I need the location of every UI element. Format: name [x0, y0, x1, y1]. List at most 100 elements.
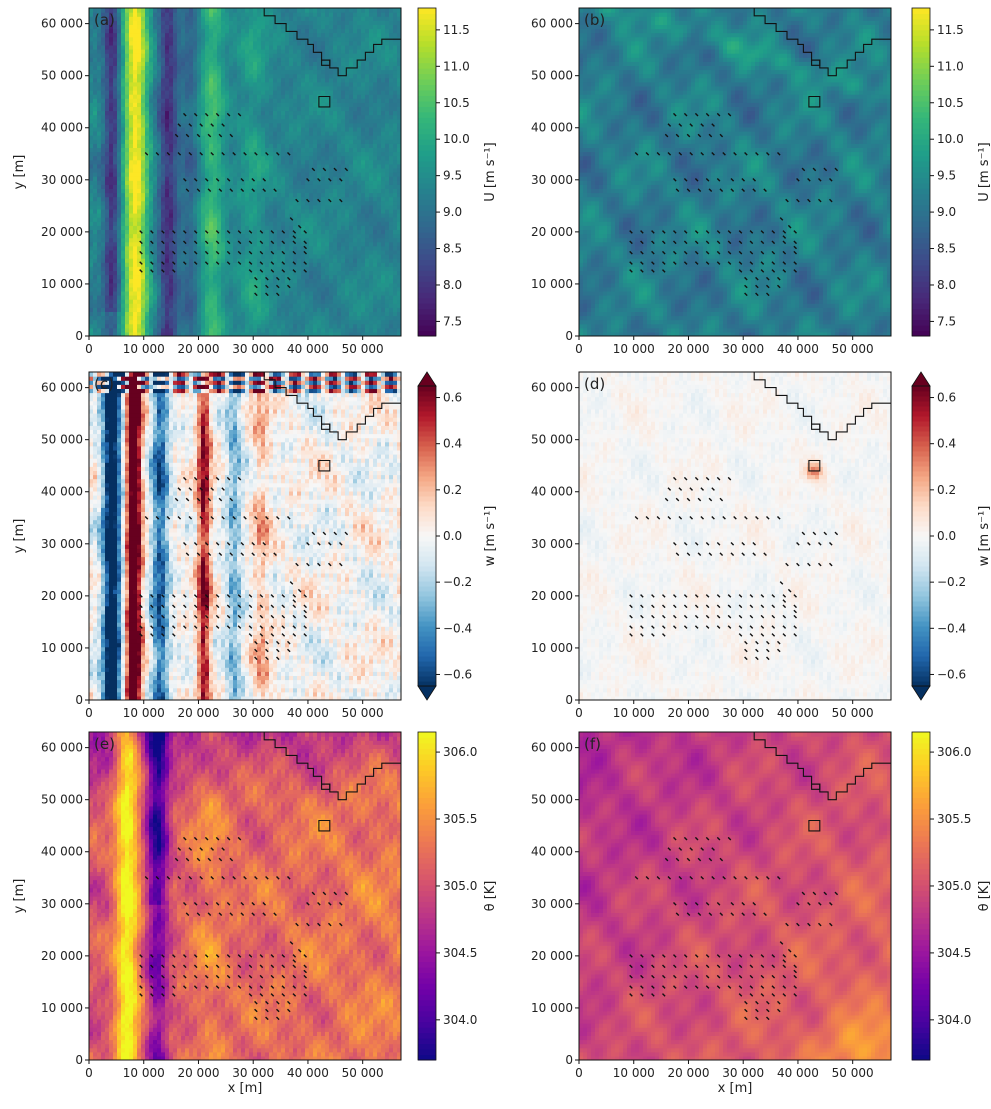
heatmap-cell — [277, 217, 282, 222]
heatmap-cell — [169, 213, 174, 218]
heatmap-cell — [269, 283, 274, 288]
heatmap-cell — [181, 12, 186, 17]
heatmap-cell — [297, 316, 302, 321]
heatmap-cell — [165, 147, 170, 152]
heatmap-cell — [141, 98, 146, 103]
heatmap-cell — [225, 20, 230, 25]
heatmap-cell — [169, 143, 174, 148]
heatmap-cell — [109, 270, 114, 275]
heatmap-cell — [117, 275, 122, 280]
heatmap-cell — [205, 29, 210, 34]
heatmap-cell — [165, 262, 170, 267]
heatmap-cell — [285, 90, 290, 95]
heatmap-cell — [113, 147, 118, 152]
heatmap-cell — [333, 324, 338, 329]
heatmap-cell — [105, 164, 110, 169]
heatmap-cell — [225, 102, 230, 107]
heatmap-cell — [109, 311, 114, 316]
heatmap-cell — [337, 225, 342, 230]
heatmap-cell — [145, 37, 150, 42]
heatmap-cell — [293, 94, 298, 99]
heatmap-cell — [193, 283, 198, 288]
heatmap-cell — [233, 246, 238, 251]
heatmap-cell — [205, 270, 210, 275]
heatmap-cell — [173, 299, 178, 304]
heatmap-cell — [129, 205, 134, 210]
heatmap-cell — [105, 324, 110, 329]
heatmap-cell — [89, 16, 94, 21]
heatmap-cell — [305, 106, 310, 111]
heatmap-cell — [189, 217, 194, 222]
heatmap-cell — [309, 152, 314, 157]
heatmap-cell — [145, 279, 150, 284]
heatmap-cell — [321, 258, 326, 263]
heatmap-cell — [225, 164, 230, 169]
heatmap-cell — [185, 82, 190, 87]
heatmap-cell — [109, 234, 114, 239]
heatmap-cell — [97, 78, 102, 83]
heatmap-cell — [305, 123, 310, 128]
heatmap-cell — [161, 279, 166, 284]
heatmap-cell — [273, 266, 278, 271]
heatmap-cell — [133, 45, 138, 50]
heatmap-cell — [233, 8, 238, 13]
heatmap-cell — [149, 119, 154, 124]
heatmap-cell — [181, 320, 186, 325]
heatmap-cell — [193, 82, 198, 87]
heatmap-cell — [273, 33, 278, 38]
heatmap-cell — [225, 172, 230, 177]
heatmap-cell — [229, 53, 234, 58]
heatmap-cell — [161, 49, 166, 54]
heatmap-cell — [89, 90, 94, 95]
heatmap-cell — [217, 74, 222, 79]
heatmap-cell — [181, 82, 186, 87]
heatmap-cell — [153, 33, 158, 38]
heatmap-cell — [285, 94, 290, 99]
heatmap-cell — [333, 115, 338, 120]
heatmap-cell — [313, 106, 318, 111]
heatmap-cell — [213, 78, 218, 83]
heatmap-cell — [253, 45, 258, 50]
heatmap-cell — [117, 324, 122, 329]
heatmap-cell — [281, 24, 286, 29]
heatmap-cell — [161, 94, 166, 99]
heatmap-cell — [213, 86, 218, 91]
heatmap-cell — [169, 90, 174, 95]
heatmap-cell — [237, 193, 242, 198]
heatmap-cell — [121, 291, 126, 296]
heatmap-cell — [285, 53, 290, 58]
heatmap-cell — [261, 127, 266, 132]
heatmap-cell — [97, 320, 102, 325]
heatmap-cell — [105, 176, 110, 181]
heatmap-cell — [337, 287, 342, 292]
heatmap-cell — [189, 106, 194, 111]
heatmap-cell — [301, 102, 306, 107]
heatmap-cell — [333, 246, 338, 251]
heatmap-cell — [333, 213, 338, 218]
heatmap-cell — [93, 131, 98, 136]
heatmap-cell — [257, 209, 262, 214]
heatmap-cell — [133, 37, 138, 42]
heatmap-cell — [329, 229, 334, 234]
heatmap-cell — [197, 16, 202, 21]
heatmap-cell — [89, 266, 94, 271]
heatmap-cell — [185, 123, 190, 128]
heatmap-cell — [137, 86, 142, 91]
heatmap-cell — [105, 156, 110, 161]
heatmap-cell — [237, 246, 242, 251]
heatmap-cell — [277, 143, 282, 148]
heatmap-cell — [129, 172, 134, 177]
heatmap-cell — [189, 86, 194, 91]
heatmap-cell — [117, 246, 122, 251]
heatmap-cell — [89, 250, 94, 255]
heatmap-cell — [109, 172, 114, 177]
heatmap-cell — [193, 193, 198, 198]
heatmap-cell — [253, 160, 258, 165]
heatmap-cell — [321, 242, 326, 247]
heatmap-cell — [293, 57, 298, 62]
heatmap-cell — [245, 24, 250, 29]
heatmap-cell — [213, 164, 218, 169]
heatmap-cell — [161, 86, 166, 91]
heatmap-cell — [269, 78, 274, 83]
heatmap-cell — [285, 57, 290, 62]
